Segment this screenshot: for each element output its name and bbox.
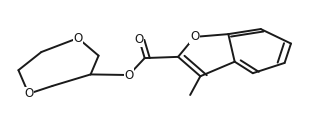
Text: O: O bbox=[135, 33, 144, 46]
Text: O: O bbox=[124, 68, 134, 82]
Text: O: O bbox=[73, 32, 83, 45]
Text: O: O bbox=[190, 30, 199, 43]
Text: O: O bbox=[24, 87, 33, 100]
